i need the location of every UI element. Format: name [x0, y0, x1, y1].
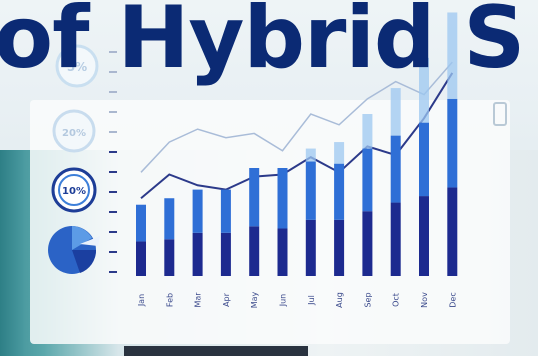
headline-text: of Hybrid S [0, 0, 525, 88]
badge-5-percent: 5% [55, 44, 99, 88]
badge-label: 10% [62, 186, 86, 197]
bar-segment-sep [362, 211, 373, 276]
bar-segment-mar [192, 189, 203, 233]
x-tick-label: Oct [392, 293, 401, 307]
x-tick-label: Apr [222, 292, 231, 307]
x-tick-label: Aug [335, 292, 344, 308]
bar-segment-nov [419, 57, 429, 123]
bar-segment-sep [362, 114, 373, 149]
bar-segment-oct [390, 88, 401, 136]
bar-segment-jun [277, 228, 288, 276]
bar-segment-may [249, 168, 260, 227]
badge-label: 20% [62, 128, 86, 139]
badge-ring-icon [52, 109, 96, 153]
bar-segment-dec [447, 98, 458, 188]
x-tick-label: Feb [165, 293, 174, 307]
badge-inner-ring-icon [58, 174, 90, 206]
bar-segment-feb [164, 239, 175, 276]
bar-segment-mar [192, 232, 203, 276]
bar-segment-sep [362, 148, 373, 212]
x-tick-label: Sep [363, 292, 372, 307]
x-tick-label: Mar [194, 292, 203, 308]
bar-segment-may [249, 226, 260, 276]
bar-segment-jul [305, 148, 316, 162]
x-tick-label: Jul [307, 295, 316, 306]
bar-segment-aug [334, 219, 345, 276]
x-tick-label: May [250, 291, 259, 308]
bar-segment-oct [390, 202, 401, 276]
device-icon [493, 102, 507, 126]
bar-segment-apr [220, 189, 231, 233]
pie-chart-icon [48, 226, 100, 274]
badge-20-percent: 20% [52, 109, 96, 153]
trend-line-1 [140, 72, 454, 200]
bar-segment-jan [136, 241, 146, 276]
left-edge-strip [0, 150, 24, 356]
bar-segment-oct [390, 135, 401, 203]
badge-10-percent: 10% [51, 167, 97, 213]
x-axis-labels: Jan Feb Mar Apr May Jun Jul Aug Sep Oct Nov Dec [137, 291, 457, 308]
bar-segment-dec [447, 12, 458, 99]
bar-segment-nov [419, 122, 429, 197]
trend-line-2 [140, 61, 453, 173]
x-tick-label: Jun [279, 294, 288, 308]
bar-series [136, 12, 458, 276]
chart-panel [30, 100, 510, 344]
x-tick-label: Nov [420, 292, 429, 308]
bottom-bar [124, 346, 308, 356]
bar-segment-aug [334, 163, 345, 220]
bar-segment-apr [220, 232, 231, 276]
bar-segment-jul [305, 161, 316, 220]
badge-label: 5% [67, 60, 87, 74]
bar-segment-jul [305, 219, 316, 276]
x-tick-label: Jan [137, 294, 146, 307]
bar-segment-dec [447, 187, 458, 276]
percent-badges: 5% 20% 10% [48, 44, 100, 274]
bar-segment-nov [419, 196, 429, 276]
bar-segment-jun [277, 168, 288, 229]
bar-segment-aug [334, 142, 345, 164]
bar-segment-feb [164, 198, 175, 240]
badge-ring-icon [55, 44, 99, 88]
x-tick-label: Dec [448, 292, 457, 307]
bar-segment-jan [136, 204, 146, 242]
y-axis-ticks [109, 51, 117, 273]
